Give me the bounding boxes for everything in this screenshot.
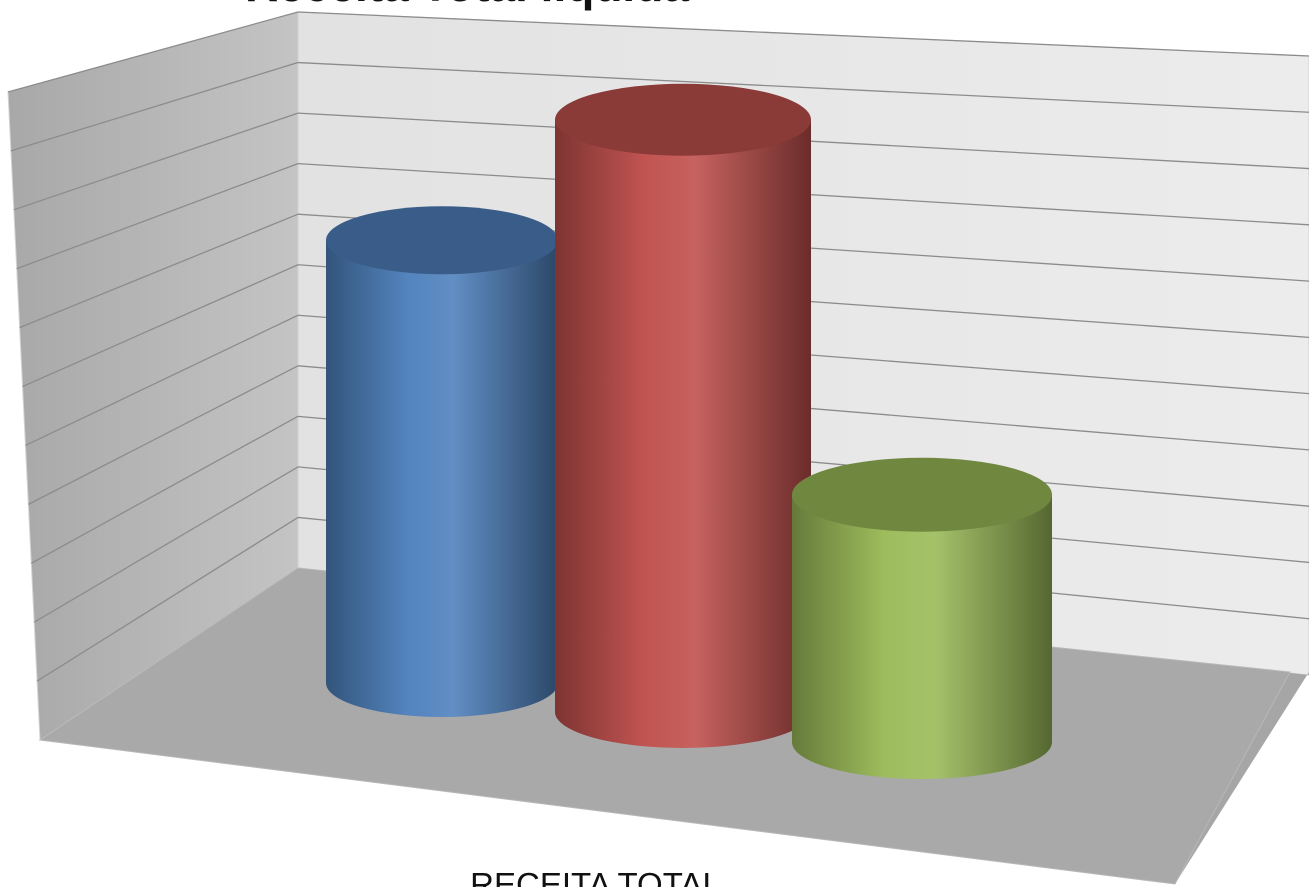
chart-title: Receita Total líquida bbox=[245, 0, 689, 12]
bar-top bbox=[555, 83, 811, 156]
bar-top bbox=[792, 457, 1052, 532]
bar-body bbox=[555, 119, 811, 748]
bars bbox=[326, 83, 1052, 779]
gridline-side bbox=[33, 466, 299, 623]
gridline-side bbox=[16, 163, 299, 270]
gridline-side bbox=[25, 314, 299, 447]
category-label: RECEITA TOTAL bbox=[470, 866, 721, 887]
bar-cylinder bbox=[792, 457, 1052, 779]
gridline-back bbox=[297, 61, 1309, 113]
bar-body bbox=[326, 240, 558, 717]
gridline-side bbox=[7, 11, 299, 93]
gridline-side bbox=[13, 112, 299, 211]
bar-cylinder bbox=[555, 83, 811, 748]
bar-body bbox=[792, 494, 1052, 779]
gridline-side bbox=[19, 213, 299, 329]
bar-top bbox=[326, 206, 558, 275]
gridline-side bbox=[10, 61, 299, 152]
gridline-side bbox=[22, 264, 299, 388]
gridline-back bbox=[297, 11, 1309, 57]
gridline-side bbox=[30, 415, 299, 564]
bar-cylinder bbox=[326, 206, 558, 717]
gridline-side bbox=[36, 516, 299, 682]
gridline-side bbox=[28, 365, 299, 505]
